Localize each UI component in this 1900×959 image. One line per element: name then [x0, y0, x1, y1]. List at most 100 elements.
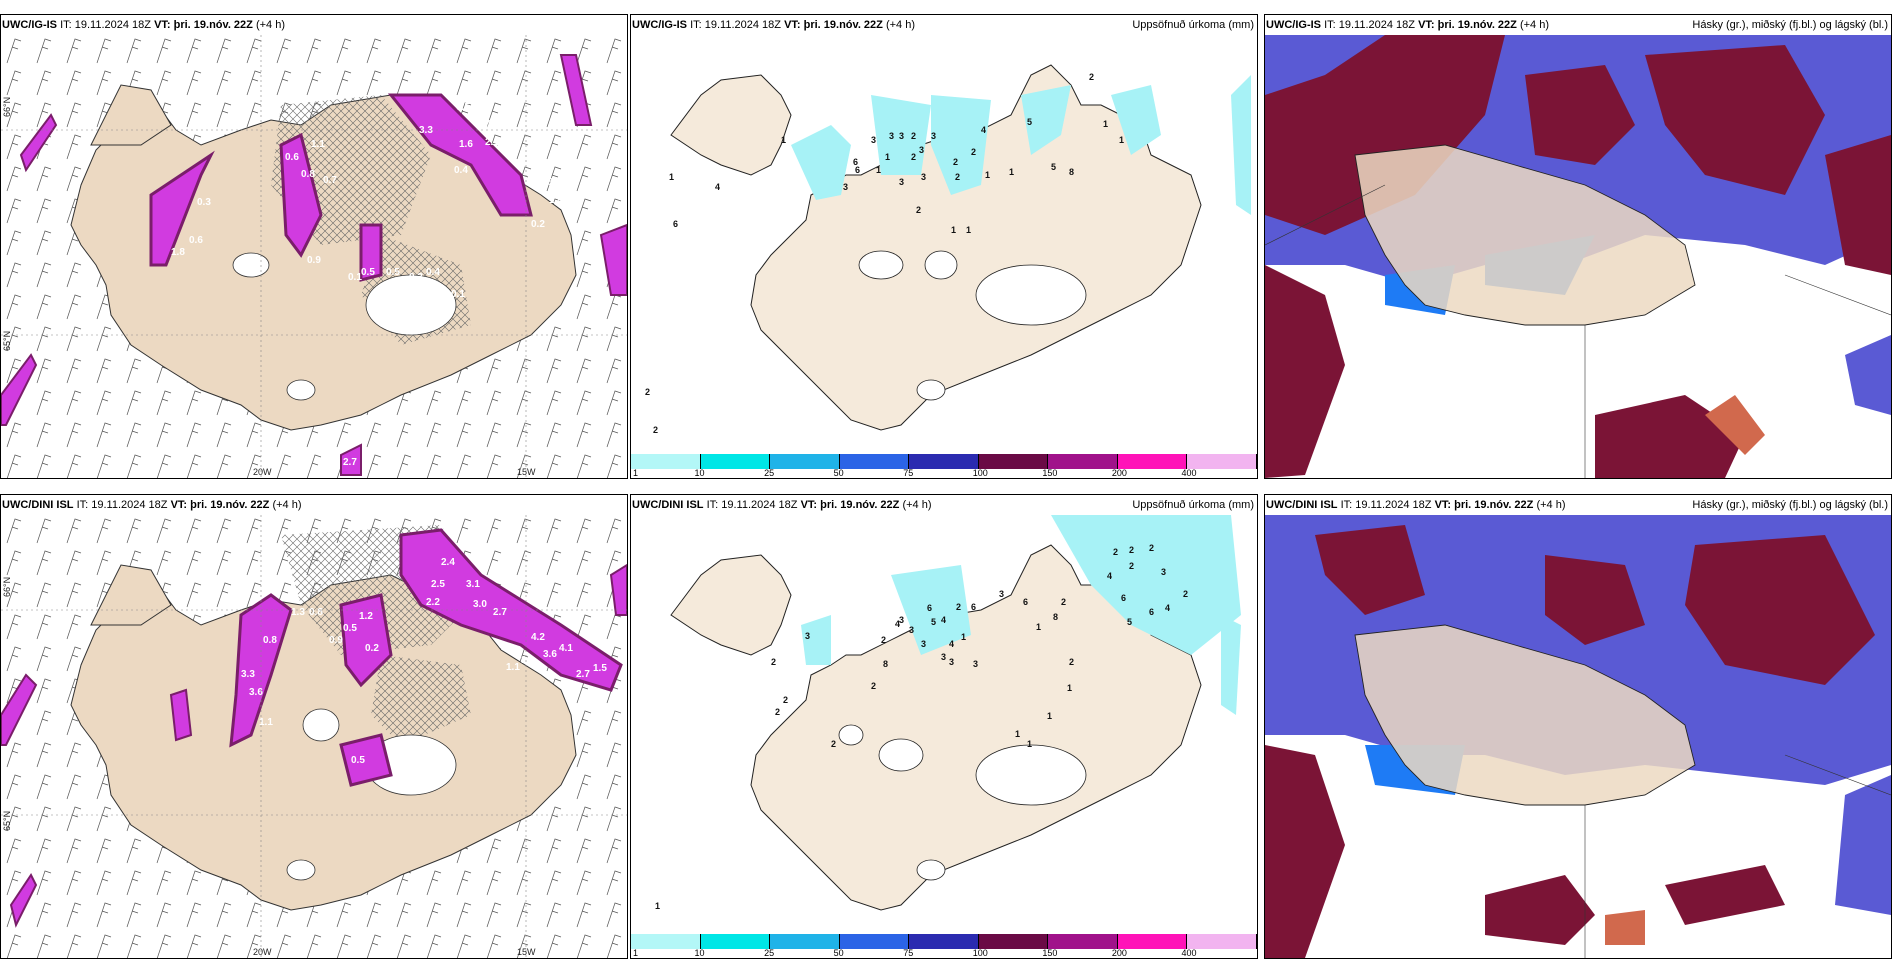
svg-text:4: 4	[981, 125, 986, 135]
svg-text:2.2: 2.2	[426, 597, 440, 608]
svg-text:3: 3	[921, 639, 926, 649]
snow-values-row1: 0.5 1.7 1.6 2.1 3.3 0.4 0.2 1.1 0.6 0.8 …	[171, 102, 563, 468]
colorbar-row2: 1 10 25 50 75 100 150 200 400	[631, 934, 1257, 958]
colorbar-label: 10	[694, 948, 705, 958]
panel-precip-row2: UWC/DINI ISL IT: 19.11.2024 18Z VT: þri.…	[630, 494, 1258, 959]
colorbar-label: 1	[633, 468, 639, 478]
svg-text:0.8: 0.8	[263, 635, 277, 646]
wind-snow-map: 0.5 1.7 1.6 2.1 3.3 0.4 0.2 1.1 0.6 0.8 …	[1, 35, 627, 478]
svg-text:2.4: 2.4	[441, 557, 455, 568]
svg-text:3: 3	[949, 657, 954, 667]
panel-wind-snow-row1: UWC/IG-IS IT: 19.11.2024 18Z VT: þri. 19…	[0, 14, 628, 479]
svg-text:2: 2	[871, 681, 876, 691]
colorbar-label: 150	[1042, 948, 1058, 958]
cloud-title: Hásky (gr.), miðský (fj.bl.) og lágský (…	[1692, 499, 1888, 511]
svg-text:65°N: 65°N	[2, 331, 12, 351]
colorbar-swatch	[700, 454, 771, 469]
iceland-land-shape	[750, 544, 1202, 911]
svg-text:3.1: 3.1	[466, 579, 480, 590]
svg-text:6: 6	[855, 165, 860, 175]
svg-text:6: 6	[1149, 607, 1154, 617]
svg-text:0.5: 0.5	[456, 102, 470, 113]
svg-text:1.1: 1.1	[521, 655, 535, 666]
svg-text:5: 5	[931, 617, 936, 627]
svg-text:1: 1	[951, 225, 956, 235]
svg-text:2: 2	[775, 707, 780, 717]
svg-text:2.7: 2.7	[343, 457, 357, 468]
colorbar-swatch	[1117, 934, 1188, 949]
svg-text:1.3: 1.3	[291, 607, 305, 618]
colorbar-swatch	[1187, 454, 1257, 469]
svg-text:2: 2	[645, 387, 650, 397]
colorbar-label: 1	[633, 948, 639, 958]
colorbar-swatch	[700, 934, 771, 949]
precip-title: Uppsöfnuð úrkoma (mm)	[1132, 499, 1254, 511]
svg-text:0.1: 0.1	[348, 272, 362, 283]
svg-text:0.5: 0.5	[386, 267, 400, 278]
svg-text:4.2: 4.2	[531, 632, 545, 643]
svg-text:5: 5	[1027, 117, 1032, 127]
svg-text:3: 3	[919, 145, 924, 155]
svg-text:2: 2	[955, 172, 960, 182]
precip-map: 1 1 2 3 3 3 6 1 3 6 2 3 3 3 3 2 2 2 1 2	[631, 35, 1257, 454]
colorbar-swatch	[909, 454, 979, 469]
svg-text:6: 6	[1121, 593, 1126, 603]
svg-text:0.8: 0.8	[309, 607, 323, 618]
svg-text:4: 4	[715, 182, 720, 192]
svg-text:5: 5	[1051, 162, 1056, 172]
colorbar-label: 200	[1111, 948, 1127, 958]
svg-text:4: 4	[895, 619, 900, 629]
svg-text:0.9: 0.9	[329, 635, 343, 646]
snow-values-row2: 2.4 2.5 2.2 3.1 3.0 2.7 4.2 3.6 4.1 2.7 …	[241, 557, 607, 766]
svg-text:0.6: 0.6	[285, 152, 299, 163]
svg-text:1: 1	[1027, 739, 1032, 749]
svg-text:8: 8	[1069, 167, 1074, 177]
svg-text:2: 2	[971, 147, 976, 157]
svg-text:2: 2	[1149, 543, 1154, 553]
colorbar-label: 25	[764, 948, 775, 958]
svg-text:2.7: 2.7	[576, 669, 590, 680]
svg-text:2: 2	[1089, 72, 1094, 82]
svg-text:66°N: 66°N	[2, 577, 12, 597]
svg-text:20W: 20W	[253, 467, 272, 477]
panel-header: UWC/IG-IS IT: 19.11.2024 18Z VT: þri. 19…	[631, 15, 1257, 35]
colorbar-label: 25	[764, 468, 775, 478]
svg-text:3: 3	[921, 172, 926, 182]
svg-text:5: 5	[1127, 617, 1132, 627]
colorbar-label: 50	[833, 948, 844, 958]
colorbar-swatch	[1117, 454, 1188, 469]
precip-map: 2 2 2 3 1 3 3 2 3 4 1 2 2 3 4 6 5 3 4 6	[631, 515, 1257, 934]
panel-header: UWC/DINI ISL IT: 19.11.2024 18Z VT: þri.…	[1265, 495, 1891, 515]
svg-text:0.5: 0.5	[361, 267, 375, 278]
svg-text:2: 2	[771, 657, 776, 667]
svg-text:0.4: 0.4	[426, 267, 440, 278]
svg-text:1: 1	[781, 135, 786, 145]
panel-header: UWC/DINI ISL IT: 19.11.2024 18Z VT: þri.…	[631, 495, 1257, 515]
svg-text:1.6: 1.6	[459, 139, 473, 150]
colorbar-row1: 1 10 25 50 75 100 150 200 400	[631, 454, 1257, 478]
svg-text:0.8: 0.8	[539, 177, 553, 188]
svg-text:1: 1	[1103, 119, 1108, 129]
svg-text:2.1: 2.1	[485, 137, 499, 148]
svg-text:2: 2	[1129, 561, 1134, 571]
svg-text:2: 2	[911, 131, 916, 141]
precip-title: Uppsöfnuð úrkoma (mm)	[1132, 19, 1254, 31]
svg-text:1: 1	[669, 172, 674, 182]
svg-text:2: 2	[1113, 547, 1118, 557]
svg-text:1: 1	[1047, 711, 1052, 721]
svg-text:1: 1	[966, 225, 971, 235]
cloud-title: Hásky (gr.), miðský (fj.bl.) og lágský (…	[1692, 19, 1888, 31]
svg-text:2: 2	[783, 695, 788, 705]
svg-text:2: 2	[1069, 657, 1074, 667]
svg-text:2: 2	[1061, 597, 1066, 607]
svg-text:1: 1	[1036, 622, 1041, 632]
svg-text:3: 3	[941, 652, 946, 662]
colorbar-swatch	[839, 934, 910, 949]
colorbar-swatch	[909, 934, 979, 949]
svg-text:0.7: 0.7	[323, 175, 337, 186]
svg-text:15W: 15W	[517, 947, 536, 957]
svg-text:3: 3	[871, 135, 876, 145]
svg-text:2: 2	[1129, 545, 1134, 555]
svg-text:1: 1	[885, 152, 890, 162]
svg-text:1: 1	[1119, 135, 1124, 145]
